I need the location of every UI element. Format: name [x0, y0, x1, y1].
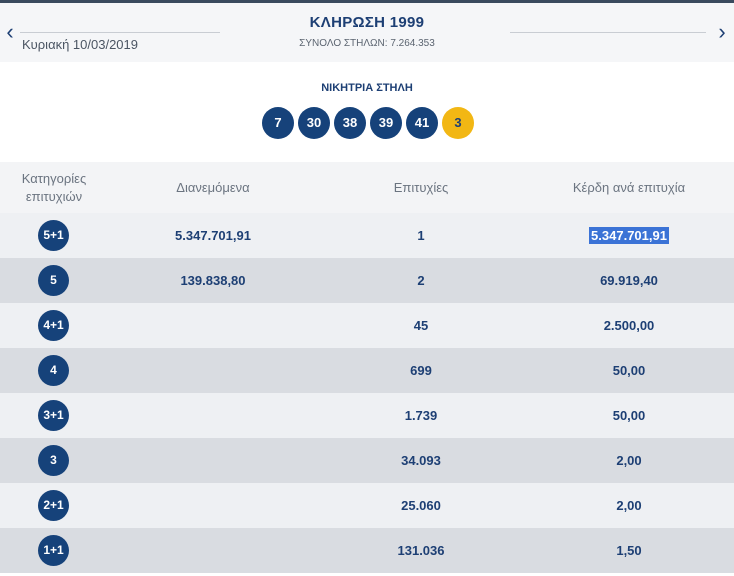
prize-amount: 69.919,40 [600, 273, 658, 288]
winners-count: 34.093 [401, 453, 441, 468]
winning-number-ball: 41 [406, 107, 438, 139]
header-divider-left [20, 32, 220, 33]
prize-amount: 2.500,00 [603, 318, 655, 333]
distributed-amount [108, 483, 318, 528]
winning-number-ball: 39 [370, 107, 402, 139]
category-badge: 2+1 [38, 490, 69, 521]
prize-amount: 5.347.701,91 [524, 213, 734, 258]
total-columns: ΣΥΝΟΛΟ ΣΤΗΛΩΝ: 7.264.353 [299, 38, 435, 49]
chevron-left-icon[interactable]: ‹ [6, 19, 14, 44]
prize-amount: 2,00 [616, 453, 642, 468]
winners-count: 25.060 [401, 498, 441, 513]
category-badge: 1+1 [38, 535, 69, 566]
winning-number-ball: 30 [298, 107, 330, 139]
winners-count: 1.739 [404, 408, 438, 423]
category-badge: 5+1 [38, 220, 69, 251]
draw-title: ΚΛΗΡΩΣΗ 1999 [309, 14, 425, 31]
table-row: 3 34.093 2,00 [0, 438, 734, 483]
winners-count: 131.036 [397, 543, 445, 558]
distributed-amount: 139.838,80 [180, 273, 246, 288]
results-table-header: Κατηγορίες επιτυχιών Διανεμόμενα Επιτυχί… [0, 162, 734, 213]
top-strip [0, 0, 734, 3]
winners-count: 1 [417, 228, 425, 243]
header-divider-right [510, 32, 706, 33]
table-row: 4+1 45 2.500,00 [0, 303, 734, 348]
joker-ball: 3 [442, 107, 474, 139]
prize-amount: 1,50 [616, 543, 642, 558]
distributed-amount [108, 393, 318, 438]
winning-number-ball: 38 [334, 107, 366, 139]
distributed-amount: 5.347.701,91 [175, 228, 251, 243]
draw-header: ‹ Κυριακή 10/03/2019 ΚΛΗΡΩΣΗ 1999 ΣΥΝΟΛΟ… [0, 3, 734, 62]
winning-numbers: 7 30 38 39 41 3 [262, 107, 474, 139]
distributed-amount [108, 528, 318, 573]
category-badge: 3 [38, 445, 69, 476]
draw-date: Κυριακή 10/03/2019 [22, 37, 138, 52]
header-distributed: Διανεμόμενα [176, 179, 250, 195]
distributed-amount [108, 348, 318, 393]
winning-number-ball: 7 [262, 107, 294, 139]
category-badge: 4 [38, 355, 69, 386]
prize-amount: 50,00 [612, 363, 646, 378]
chevron-right-icon[interactable]: › [718, 19, 726, 44]
selected-text[interactable]: 5.347.701,91 [589, 227, 669, 244]
table-row: 1+1 131.036 1,50 [0, 528, 734, 573]
distributed-amount [108, 303, 318, 348]
header-prize-per-winner: Κέρδη ανά επιτυχία [572, 179, 686, 195]
table-row: 4 699 50,00 [0, 348, 734, 393]
winners-count: 699 [410, 363, 432, 378]
results-table-body: 5+1 5.347.701,91 1 5.347.701,91 5 139.83… [0, 213, 734, 573]
header-winners: Επιτυχίες [393, 179, 449, 195]
winning-column-label: ΝΙΚΗΤΡΙΑ ΣΤΗΛΗ [321, 82, 413, 94]
table-row: 3+1 1.739 50,00 [0, 393, 734, 438]
prize-amount: 2,00 [616, 498, 642, 513]
table-row: 2+1 25.060 2,00 [0, 483, 734, 528]
table-row: 5 139.838,80 2 69.919,40 [0, 258, 734, 303]
table-row: 5+1 5.347.701,91 1 5.347.701,91 [0, 213, 734, 258]
prize-amount: 50,00 [612, 408, 646, 423]
category-badge: 3+1 [38, 400, 69, 431]
distributed-amount [108, 438, 318, 483]
header-categories: Κατηγορίες επιτυχιών [21, 170, 87, 204]
winners-count: 45 [413, 318, 429, 333]
category-badge: 5 [38, 265, 69, 296]
winners-count: 2 [417, 273, 425, 288]
category-badge: 4+1 [38, 310, 69, 341]
